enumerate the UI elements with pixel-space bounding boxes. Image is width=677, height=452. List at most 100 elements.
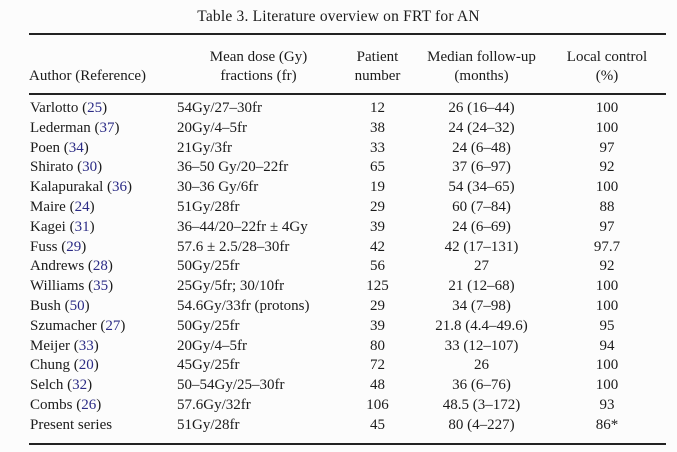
local-control-cell: 97.7: [593, 238, 621, 255]
followup-cell: 24 (6–69): [452, 218, 511, 235]
author-suffix: ): [89, 198, 95, 215]
author-cell: Selch (32): [29, 376, 177, 396]
dose-cell: 50Gy/25fr: [177, 258, 240, 275]
dose-cell: 54Gy/27–30fr: [177, 100, 262, 116]
table-row: Present series 51Gy/28fr 45 80 (4–227) 8…: [29, 416, 666, 444]
author-cell: Meijer (33): [29, 337, 177, 357]
reference-link[interactable]: 37: [99, 119, 115, 136]
author-name: Lederman (: [30, 119, 100, 136]
author-suffix: ): [120, 317, 126, 334]
author-suffix: ): [97, 159, 103, 176]
table-row: Fuss (29) 57.6 ± 2.5/28–30fr 42 42 (17–1…: [29, 238, 666, 258]
author-suffix: ): [81, 238, 87, 255]
reference-link[interactable]: 31: [74, 218, 90, 235]
author-cell: Combs (26): [29, 396, 177, 416]
patient-number-cell: 106: [366, 396, 389, 413]
local-control-cell: 97: [599, 218, 615, 235]
author-name: Maire (: [30, 198, 75, 215]
followup-cell: 27: [474, 258, 489, 275]
patient-number-cell: 39: [370, 218, 385, 235]
table-row: Kagei (31) 36–44/20–22fr ± 4Gy 39 24 (6–…: [29, 218, 666, 238]
followup-cell: 26 (16–44): [448, 100, 515, 116]
followup-cell: 37 (6–97): [452, 159, 511, 176]
reference-link[interactable]: 20: [78, 357, 94, 374]
table-header: Author (Reference) Mean dose (Gy) fracti…: [29, 34, 666, 94]
patient-number-cell: 48: [370, 377, 385, 394]
author-suffix: ): [84, 297, 90, 314]
reference-link[interactable]: 28: [92, 258, 108, 275]
followup-cell: 60 (7–84): [452, 198, 511, 215]
followup-cell: 21.8 (4.4–49.6): [435, 317, 528, 334]
author-cell: Szumacher (27): [29, 317, 177, 337]
reference-link[interactable]: 34: [68, 139, 84, 156]
dose-cell: 20Gy/4–5fr: [177, 337, 247, 354]
reference-link[interactable]: 24: [74, 198, 90, 215]
author-name: Chung (: [30, 357, 79, 374]
table-row: Shirato (30) 36–50 Gy/20–22fr 65 37 (6–9…: [29, 158, 666, 178]
author-cell: Kalapurakal (36): [29, 178, 177, 198]
author-cell: Fuss (29): [29, 238, 177, 258]
followup-cell: 33 (12–107): [444, 337, 519, 354]
local-control-cell: 86*: [595, 416, 619, 433]
reference-link[interactable]: 50: [69, 297, 85, 314]
reference-link[interactable]: 27: [105, 317, 121, 334]
table-row: Szumacher (27) 50Gy/25fr 39 21.8 (4.4–49…: [29, 317, 666, 337]
reference-link[interactable]: 36: [112, 179, 128, 196]
reference-link[interactable]: 29: [66, 238, 82, 255]
reference-link[interactable]: 35: [93, 278, 109, 295]
patient-number-cell: 80: [370, 337, 385, 354]
author-name: Andrews (: [30, 258, 93, 275]
patient-number-cell: 72: [370, 357, 385, 374]
local-control-cell: 95: [599, 317, 615, 334]
reference-link[interactable]: 33: [78, 337, 94, 354]
reference-link[interactable]: 32: [72, 377, 88, 394]
dose-cell: 30–36 Gy/6fr: [177, 179, 259, 196]
dose-cell: 51Gy/28fr: [177, 416, 240, 433]
patient-number-cell: 12: [370, 100, 385, 116]
author-name: Szumacher (: [30, 317, 106, 334]
author-cell: Bush (50): [29, 297, 177, 317]
local-control-cell: 88: [599, 198, 615, 215]
local-control-cell: 94: [599, 337, 615, 354]
table-row: Maire (24) 51Gy/28fr 29 60 (7–84) 88: [29, 198, 666, 218]
column-header: Patient number: [340, 34, 415, 94]
author-cell: Lederman (37): [29, 119, 177, 139]
author-cell: Maire (24): [29, 198, 177, 218]
author-name: Combs (: [30, 396, 82, 413]
table-row: Kalapurakal (36) 30–36 Gy/6fr 19 54 (34–…: [29, 178, 666, 198]
table-row: Meijer (33) 20Gy/4–5fr 80 33 (12–107) 94: [29, 337, 666, 357]
author-suffix: ): [96, 396, 102, 413]
followup-cell: 21 (12–68): [448, 278, 515, 295]
author-cell: Chung (20): [29, 356, 177, 376]
author-name: Selch (: [30, 377, 73, 394]
followup-cell: 42 (17–131): [444, 238, 519, 255]
author-name: Fuss (: [30, 238, 67, 255]
author-name: Varlotto (: [30, 100, 88, 116]
table-row: Lederman (37) 20Gy/4–5fr 38 24 (24–32) 1…: [29, 119, 666, 139]
patient-number-cell: 39: [370, 317, 385, 334]
reference-link[interactable]: 26: [81, 396, 97, 413]
author-cell: Poen (34): [29, 139, 177, 159]
author-cell: Williams (35): [29, 277, 177, 297]
author-name: Bush (: [30, 297, 70, 314]
followup-cell: 36 (6–76): [452, 377, 511, 394]
dose-cell: 36–44/20–22fr ± 4Gy: [177, 218, 308, 235]
followup-cell: 54 (34–65): [448, 179, 515, 196]
followup-cell: 34 (7–98): [452, 297, 511, 314]
table-row: Poen (34) 21Gy/3fr 33 24 (6–48) 97: [29, 139, 666, 159]
patient-number-cell: 125: [366, 278, 389, 295]
table-row: Chung (20) 45Gy/25fr 72 26 100: [29, 356, 666, 376]
author-name: Kalapurakal (: [30, 179, 113, 196]
table-row: Selch (32) 50–54Gy/25–30fr 48 36 (6–76) …: [29, 376, 666, 396]
reference-link[interactable]: 25: [87, 100, 103, 116]
author-cell: Kagei (31): [29, 218, 177, 238]
dose-cell: 57.6Gy/32fr: [177, 396, 251, 413]
column-header: Median follow-up (months): [415, 34, 548, 94]
local-control-cell: 100: [595, 377, 619, 394]
column-header-line2: fractions (fr): [220, 68, 297, 84]
author-name: Shirato (: [30, 159, 83, 176]
author-suffix: ): [102, 100, 108, 116]
patient-number-cell: 29: [370, 297, 385, 314]
reference-link[interactable]: 30: [82, 159, 98, 176]
